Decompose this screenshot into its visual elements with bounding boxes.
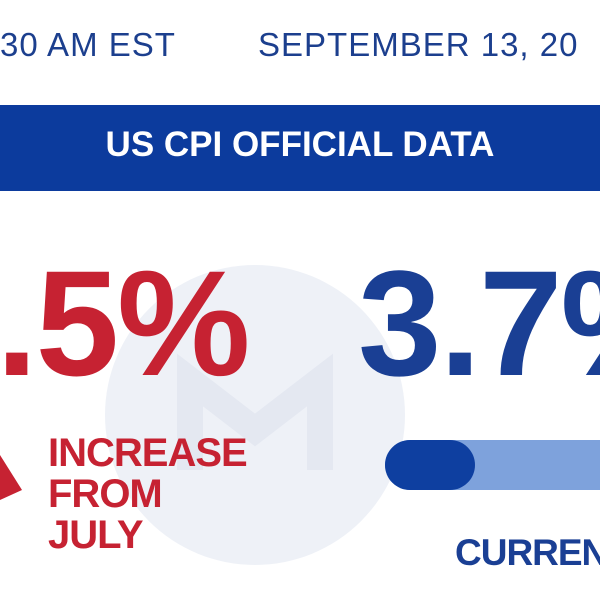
watermark-mark xyxy=(177,353,333,470)
annual-value: 3.7% xyxy=(358,239,600,407)
monthly-label: JULY xyxy=(48,513,144,557)
monthly-label: FROM xyxy=(48,472,163,516)
release-date: SEPTEMBER 13, 20 xyxy=(258,26,579,63)
progress-fill xyxy=(385,440,475,490)
release-time: 30 AM EST xyxy=(0,26,176,63)
monthly-label: INCREASE xyxy=(48,431,248,475)
banner-title: US CPI OFFICIAL DATA xyxy=(105,125,495,164)
monthly-value: .5% xyxy=(0,239,250,407)
annual-label: CURRENT xyxy=(455,532,600,573)
banner xyxy=(0,105,600,191)
red-arrow xyxy=(0,455,22,500)
